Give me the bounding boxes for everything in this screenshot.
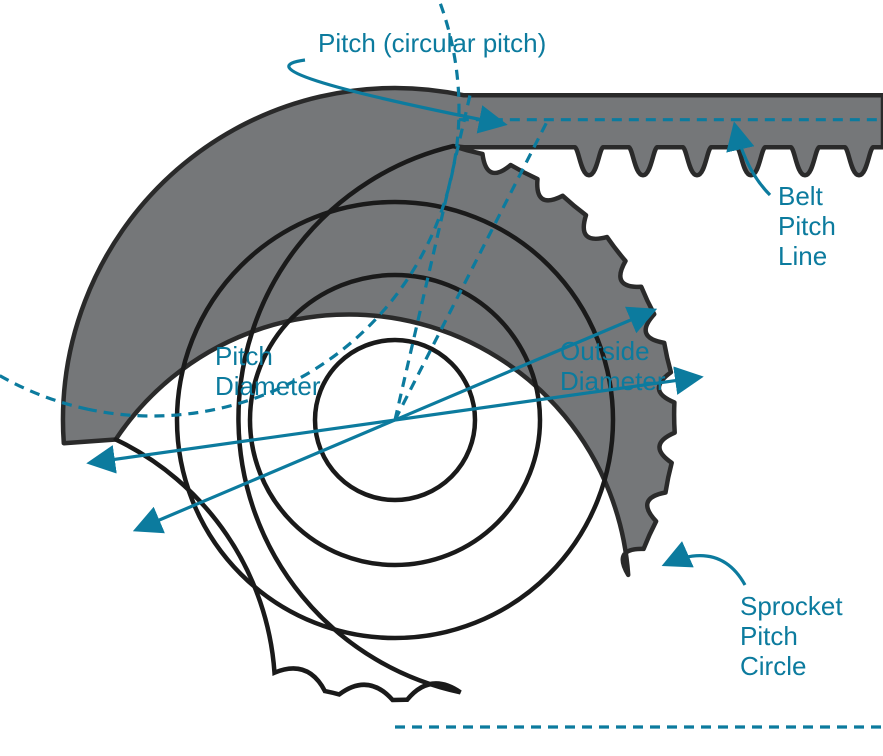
- belt: [63, 88, 883, 575]
- sprocket-pitch-circle-label: SprocketPitchCircle: [740, 591, 843, 681]
- pitch-diameter-label: PitchDiameter: [215, 341, 321, 401]
- belt-pitch-line-label: BeltPitchLine: [778, 181, 836, 271]
- sprocket-pitch-leader: [666, 556, 745, 585]
- pitch-title-label: Pitch (circular pitch): [318, 28, 546, 58]
- belt-layer: [63, 88, 883, 575]
- sprocket-diagram: Pitch (circular pitch) BeltPitchLine Pitch…: [0, 0, 883, 756]
